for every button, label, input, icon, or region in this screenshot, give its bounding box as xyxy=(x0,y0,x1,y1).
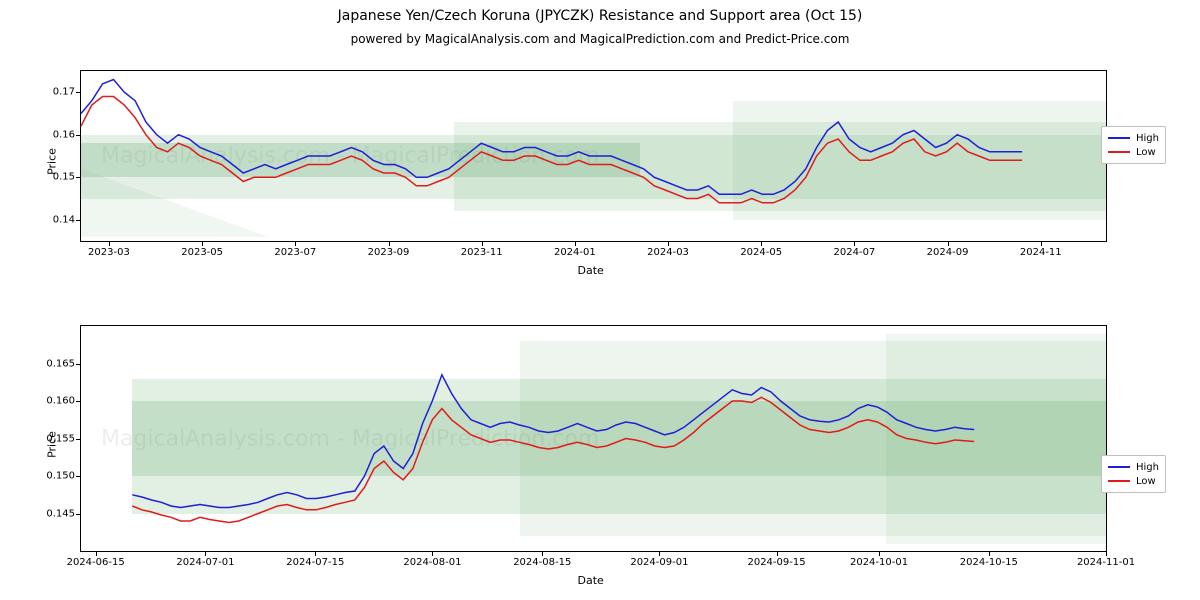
x-axis-label-bottom: Date xyxy=(578,574,604,587)
x-tick-label: 2024-09-01 xyxy=(630,551,688,568)
x-tick-label: 2024-08-15 xyxy=(513,551,571,568)
figure: Japanese Yen/Czech Koruna (JPYCZK) Resis… xyxy=(0,0,1200,600)
x-tick-label: 2024-11-01 xyxy=(1077,551,1135,568)
x-tick-label: 2024-09-15 xyxy=(747,551,805,568)
y-axis-label-bottom: Price xyxy=(45,431,58,458)
y-tick-label: 0.160 xyxy=(46,396,81,407)
legend-item: High xyxy=(1108,460,1159,474)
x-tick-label: 2024-07-01 xyxy=(176,551,234,568)
x-tick-label: 2024-07-15 xyxy=(286,551,344,568)
plot-area-bottom: MagicalAnalysis.com - MagicalPrediction.… xyxy=(80,325,1107,552)
x-tick-label: 2024-08-01 xyxy=(403,551,461,568)
y-tick-label: 0.145 xyxy=(46,508,81,519)
x-tick-label: 2024-10-01 xyxy=(850,551,908,568)
y-tick-label: 0.150 xyxy=(46,471,81,482)
legend-item: Low xyxy=(1108,474,1159,488)
legend-label: Low xyxy=(1136,476,1156,487)
x-tick-label: 2024-10-15 xyxy=(960,551,1018,568)
y-tick-label: 0.165 xyxy=(46,358,81,369)
x-tick-label: 2024-06-15 xyxy=(67,551,125,568)
line-series-bottom xyxy=(81,326,1106,551)
legend-bottom: High Low xyxy=(1101,455,1166,493)
high-line xyxy=(132,375,974,508)
legend-label: High xyxy=(1136,462,1159,473)
chart-bottom: MagicalAnalysis.com - MagicalPrediction.… xyxy=(0,0,1200,600)
